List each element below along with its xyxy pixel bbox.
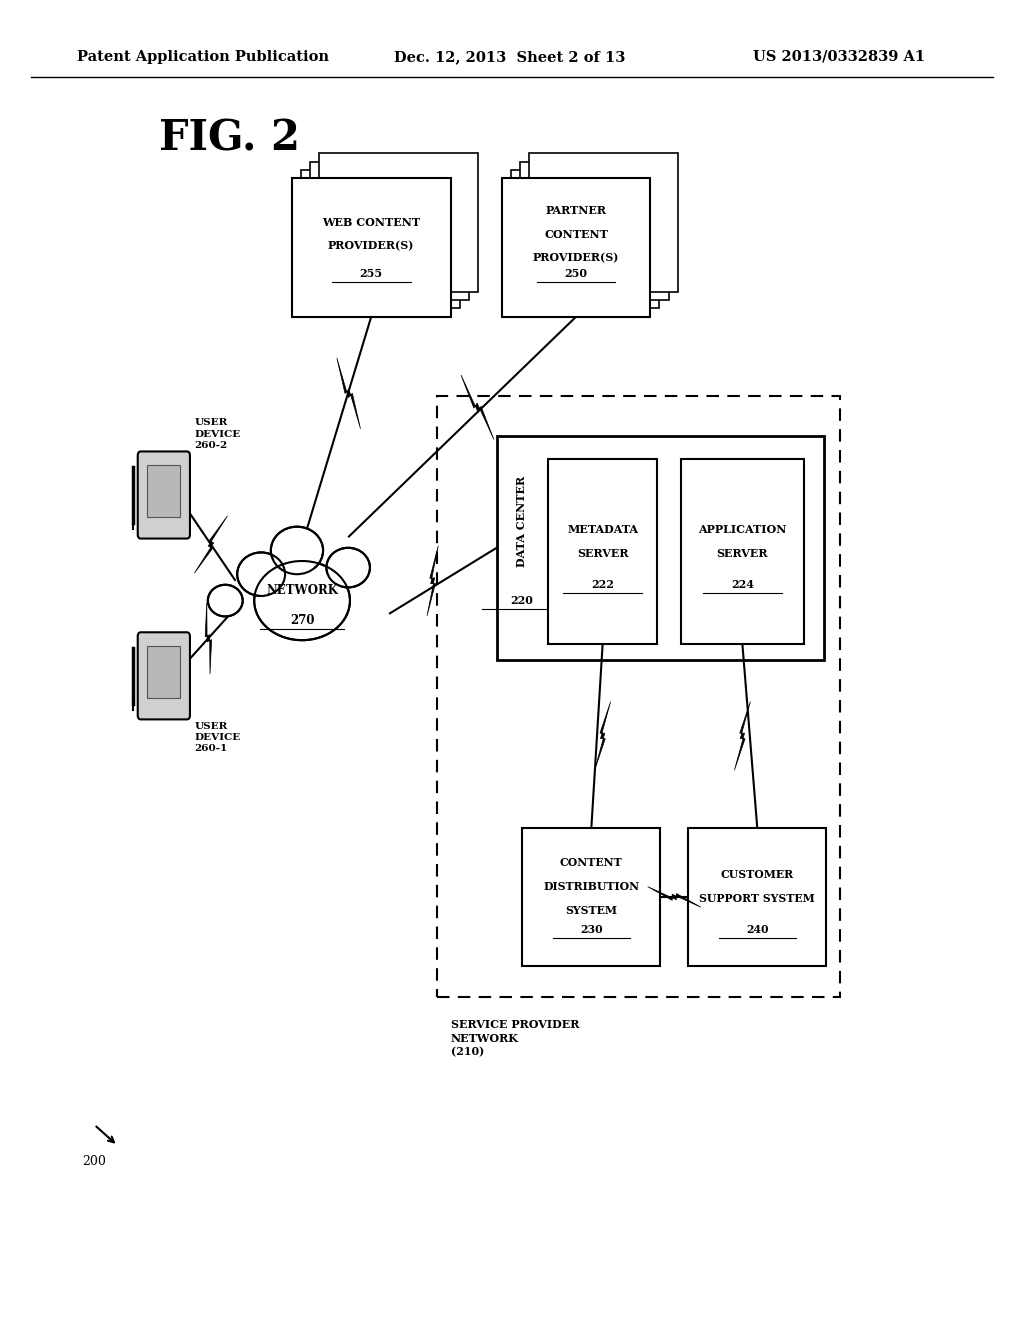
FancyBboxPatch shape (137, 451, 190, 539)
Text: METADATA: METADATA (567, 524, 638, 535)
Ellipse shape (261, 568, 343, 634)
Text: SERVER: SERVER (717, 548, 768, 558)
FancyBboxPatch shape (319, 153, 478, 292)
FancyBboxPatch shape (529, 153, 678, 292)
FancyBboxPatch shape (301, 170, 460, 309)
Text: PROVIDER(S): PROVIDER(S) (532, 252, 620, 264)
FancyBboxPatch shape (137, 632, 190, 719)
Ellipse shape (330, 550, 367, 585)
Text: 270: 270 (290, 614, 314, 627)
Bar (147, 645, 180, 697)
Text: SERVICE PROVIDER
NETWORK
(210): SERVICE PROVIDER NETWORK (210) (451, 1019, 579, 1057)
Text: NETWORK: NETWORK (266, 583, 338, 597)
FancyBboxPatch shape (502, 178, 650, 317)
Text: 200: 200 (82, 1155, 105, 1168)
Polygon shape (734, 702, 751, 771)
FancyBboxPatch shape (497, 436, 824, 660)
Bar (147, 465, 180, 516)
Text: DATA CENTER: DATA CENTER (516, 475, 526, 568)
Ellipse shape (254, 561, 350, 640)
Ellipse shape (274, 531, 319, 570)
Ellipse shape (211, 587, 240, 614)
Polygon shape (595, 702, 610, 771)
Polygon shape (427, 545, 438, 616)
Polygon shape (205, 602, 212, 675)
Polygon shape (195, 516, 227, 573)
FancyBboxPatch shape (520, 161, 669, 300)
Polygon shape (337, 358, 360, 429)
Text: PARTNER: PARTNER (546, 205, 606, 216)
FancyBboxPatch shape (310, 161, 469, 300)
Text: APPLICATION: APPLICATION (698, 524, 786, 535)
Text: FIG. 2: FIG. 2 (159, 117, 300, 160)
Text: 224: 224 (731, 579, 754, 590)
Text: WEB CONTENT: WEB CONTENT (323, 216, 420, 228)
Text: USER
DEVICE
260-2: USER DEVICE 260-2 (195, 418, 241, 450)
Text: CUSTOMER: CUSTOMER (721, 869, 794, 880)
Text: USER
DEVICE
260-1: USER DEVICE 260-1 (195, 722, 241, 754)
Text: CONTENT: CONTENT (544, 228, 608, 240)
Text: 220: 220 (510, 595, 532, 606)
FancyBboxPatch shape (688, 828, 826, 966)
Polygon shape (461, 375, 494, 440)
Ellipse shape (241, 556, 282, 593)
FancyBboxPatch shape (511, 170, 659, 309)
Text: DISTRIBUTION: DISTRIBUTION (544, 880, 639, 892)
Ellipse shape (270, 527, 324, 574)
Text: Patent Application Publication: Patent Application Publication (77, 50, 329, 63)
FancyBboxPatch shape (522, 828, 660, 966)
FancyBboxPatch shape (292, 178, 451, 317)
Text: US 2013/0332839 A1: US 2013/0332839 A1 (753, 50, 925, 63)
Ellipse shape (238, 552, 285, 595)
Text: Dec. 12, 2013  Sheet 2 of 13: Dec. 12, 2013 Sheet 2 of 13 (394, 50, 626, 63)
Text: 250: 250 (564, 268, 588, 280)
Text: 255: 255 (359, 268, 383, 280)
Text: SERVER: SERVER (577, 548, 629, 558)
Text: CONTENT: CONTENT (560, 857, 623, 869)
Ellipse shape (208, 585, 243, 616)
Text: 230: 230 (580, 924, 603, 936)
Text: 240: 240 (746, 924, 768, 936)
Ellipse shape (327, 548, 370, 587)
FancyBboxPatch shape (548, 459, 657, 644)
Text: 222: 222 (591, 579, 614, 590)
Text: SUPPORT SYSTEM: SUPPORT SYSTEM (699, 892, 815, 904)
Text: PROVIDER(S): PROVIDER(S) (328, 240, 415, 252)
Text: SYSTEM: SYSTEM (565, 904, 617, 916)
Polygon shape (648, 887, 701, 907)
FancyBboxPatch shape (681, 459, 804, 644)
